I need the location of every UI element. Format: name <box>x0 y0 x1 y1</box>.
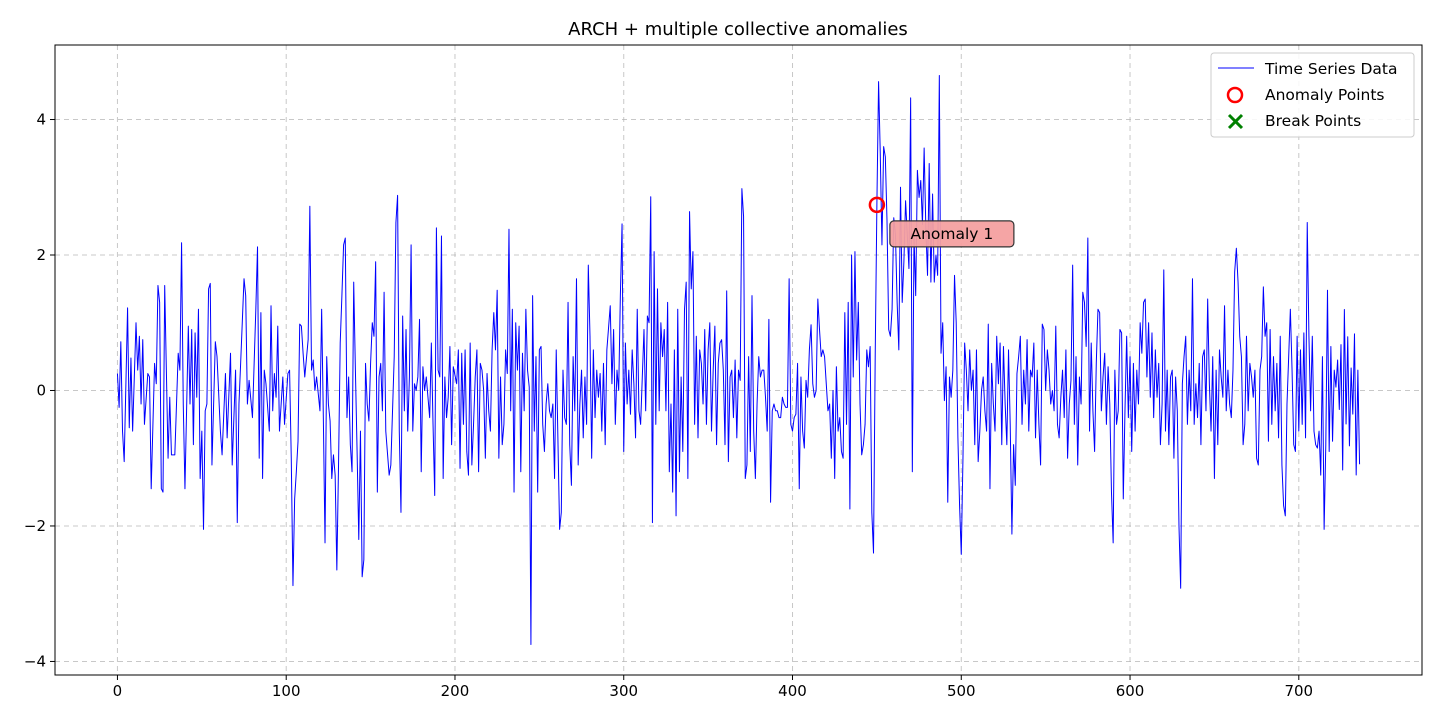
legend-label-series: Time Series Data <box>1264 60 1397 78</box>
x-tick-label: 100 <box>272 682 301 700</box>
legend-label-anomaly: Anomaly Points <box>1265 86 1384 104</box>
annotations: Anomaly 1 <box>889 220 1015 248</box>
x-tick-label: 400 <box>778 682 807 700</box>
x-tick-label: 300 <box>609 682 638 700</box>
y-tick-label: −2 <box>24 517 46 535</box>
y-tick-label: 4 <box>36 111 46 129</box>
x-tick-label: 600 <box>1116 682 1145 700</box>
legend-anomaly-marker <box>1226 86 1244 104</box>
annotation-box <box>889 220 1015 248</box>
axis-ticks: 0 100 200 300 400 500 600 700 −4 −2 0 2 4 <box>24 111 1313 700</box>
y-tick-label: 2 <box>36 246 46 264</box>
y-tick-label: −4 <box>24 652 46 670</box>
anomaly-point-marker <box>868 196 886 214</box>
time-series-line <box>116 74 1361 646</box>
plot-frame <box>54 44 1423 676</box>
y-tick-label: 0 <box>36 381 46 399</box>
annotation-label: Anomaly 1 <box>910 225 993 243</box>
legend-break-marker <box>1227 113 1244 130</box>
chart-title: ARCH + multiple collective anomalies <box>568 19 908 40</box>
x-tick-label: 500 <box>947 682 976 700</box>
legend-label-break: Break Points <box>1265 112 1361 130</box>
x-tick-label: 200 <box>441 682 470 700</box>
anomaly-markers <box>868 196 886 214</box>
legend-box <box>1210 52 1415 138</box>
legend: Time Series Data Anomaly Points Break Po… <box>1210 52 1415 138</box>
x-tick-label: 0 <box>113 682 123 700</box>
x-tick-label: 700 <box>1284 682 1313 700</box>
